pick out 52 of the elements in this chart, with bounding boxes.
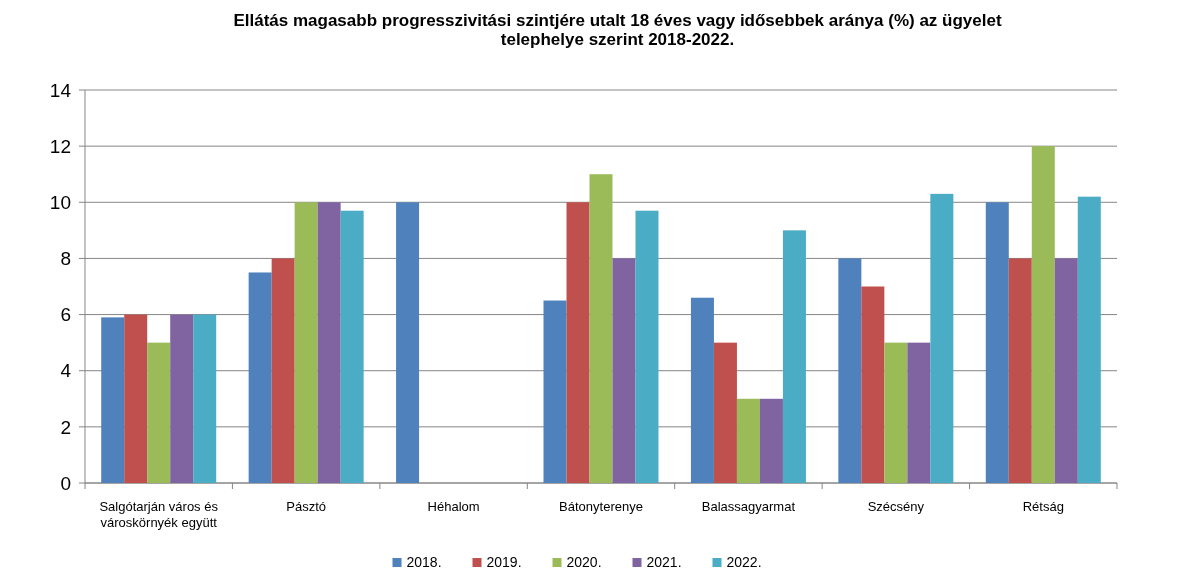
bar [759, 398, 783, 483]
bar [635, 210, 659, 483]
bar [248, 272, 272, 483]
bar [1008, 258, 1032, 483]
bar [907, 342, 931, 483]
bar [543, 300, 567, 483]
legend-label: 2018. [406, 554, 442, 570]
bar [612, 258, 636, 483]
bar [838, 258, 862, 483]
bar [1054, 258, 1078, 483]
y-tick-label: 0 [60, 472, 71, 494]
bar [1077, 196, 1101, 483]
x-tick-label: Salgótarján város és városkörnyék együtt [99, 499, 219, 530]
legend-label: 2019. [486, 554, 522, 570]
bar [294, 202, 318, 483]
y-tick-label: 12 [49, 135, 71, 157]
bar [170, 314, 194, 483]
x-tick-label: Rétság [1022, 499, 1064, 514]
bar [317, 202, 341, 483]
bar [736, 398, 760, 483]
chart-title: Ellátás magasabb progresszivitási szintjére utalt 18 éves vagy idősebbek aránya (%) az ügyelet telephelye szerint 2018-2022. [233, 11, 1002, 49]
x-tick-label: Szécsény [867, 499, 925, 514]
legend-label: 2022. [726, 554, 762, 570]
bar [884, 342, 908, 483]
bar [396, 202, 420, 483]
bar [566, 202, 590, 483]
y-tick-label: 8 [60, 248, 71, 270]
x-tick-label: Balassagyarmat [701, 499, 796, 514]
bar [985, 202, 1009, 483]
y-tick-label: 2 [60, 416, 71, 438]
x-tick-label: Bátonyterenye [559, 499, 643, 514]
y-tick-label: 14 [49, 79, 72, 101]
bar [690, 297, 714, 483]
bar [861, 286, 885, 483]
bar [930, 193, 954, 483]
bar [147, 342, 171, 483]
x-tick-label: Pásztó [286, 499, 327, 514]
bar [193, 314, 217, 483]
bar [1031, 146, 1055, 483]
legend-label: 2021. [646, 554, 682, 570]
y-tick-label: 6 [60, 304, 71, 326]
bar [101, 317, 125, 483]
bar [340, 210, 364, 483]
y-tick-label: 4 [60, 360, 72, 382]
bar [782, 230, 806, 483]
x-tick-label: Héhalom [427, 499, 480, 514]
bar [124, 314, 148, 483]
legend-label: 2020. [566, 554, 602, 570]
bar [713, 342, 737, 483]
bar [589, 174, 613, 483]
bar [271, 258, 295, 483]
y-tick-label: 10 [49, 191, 71, 213]
